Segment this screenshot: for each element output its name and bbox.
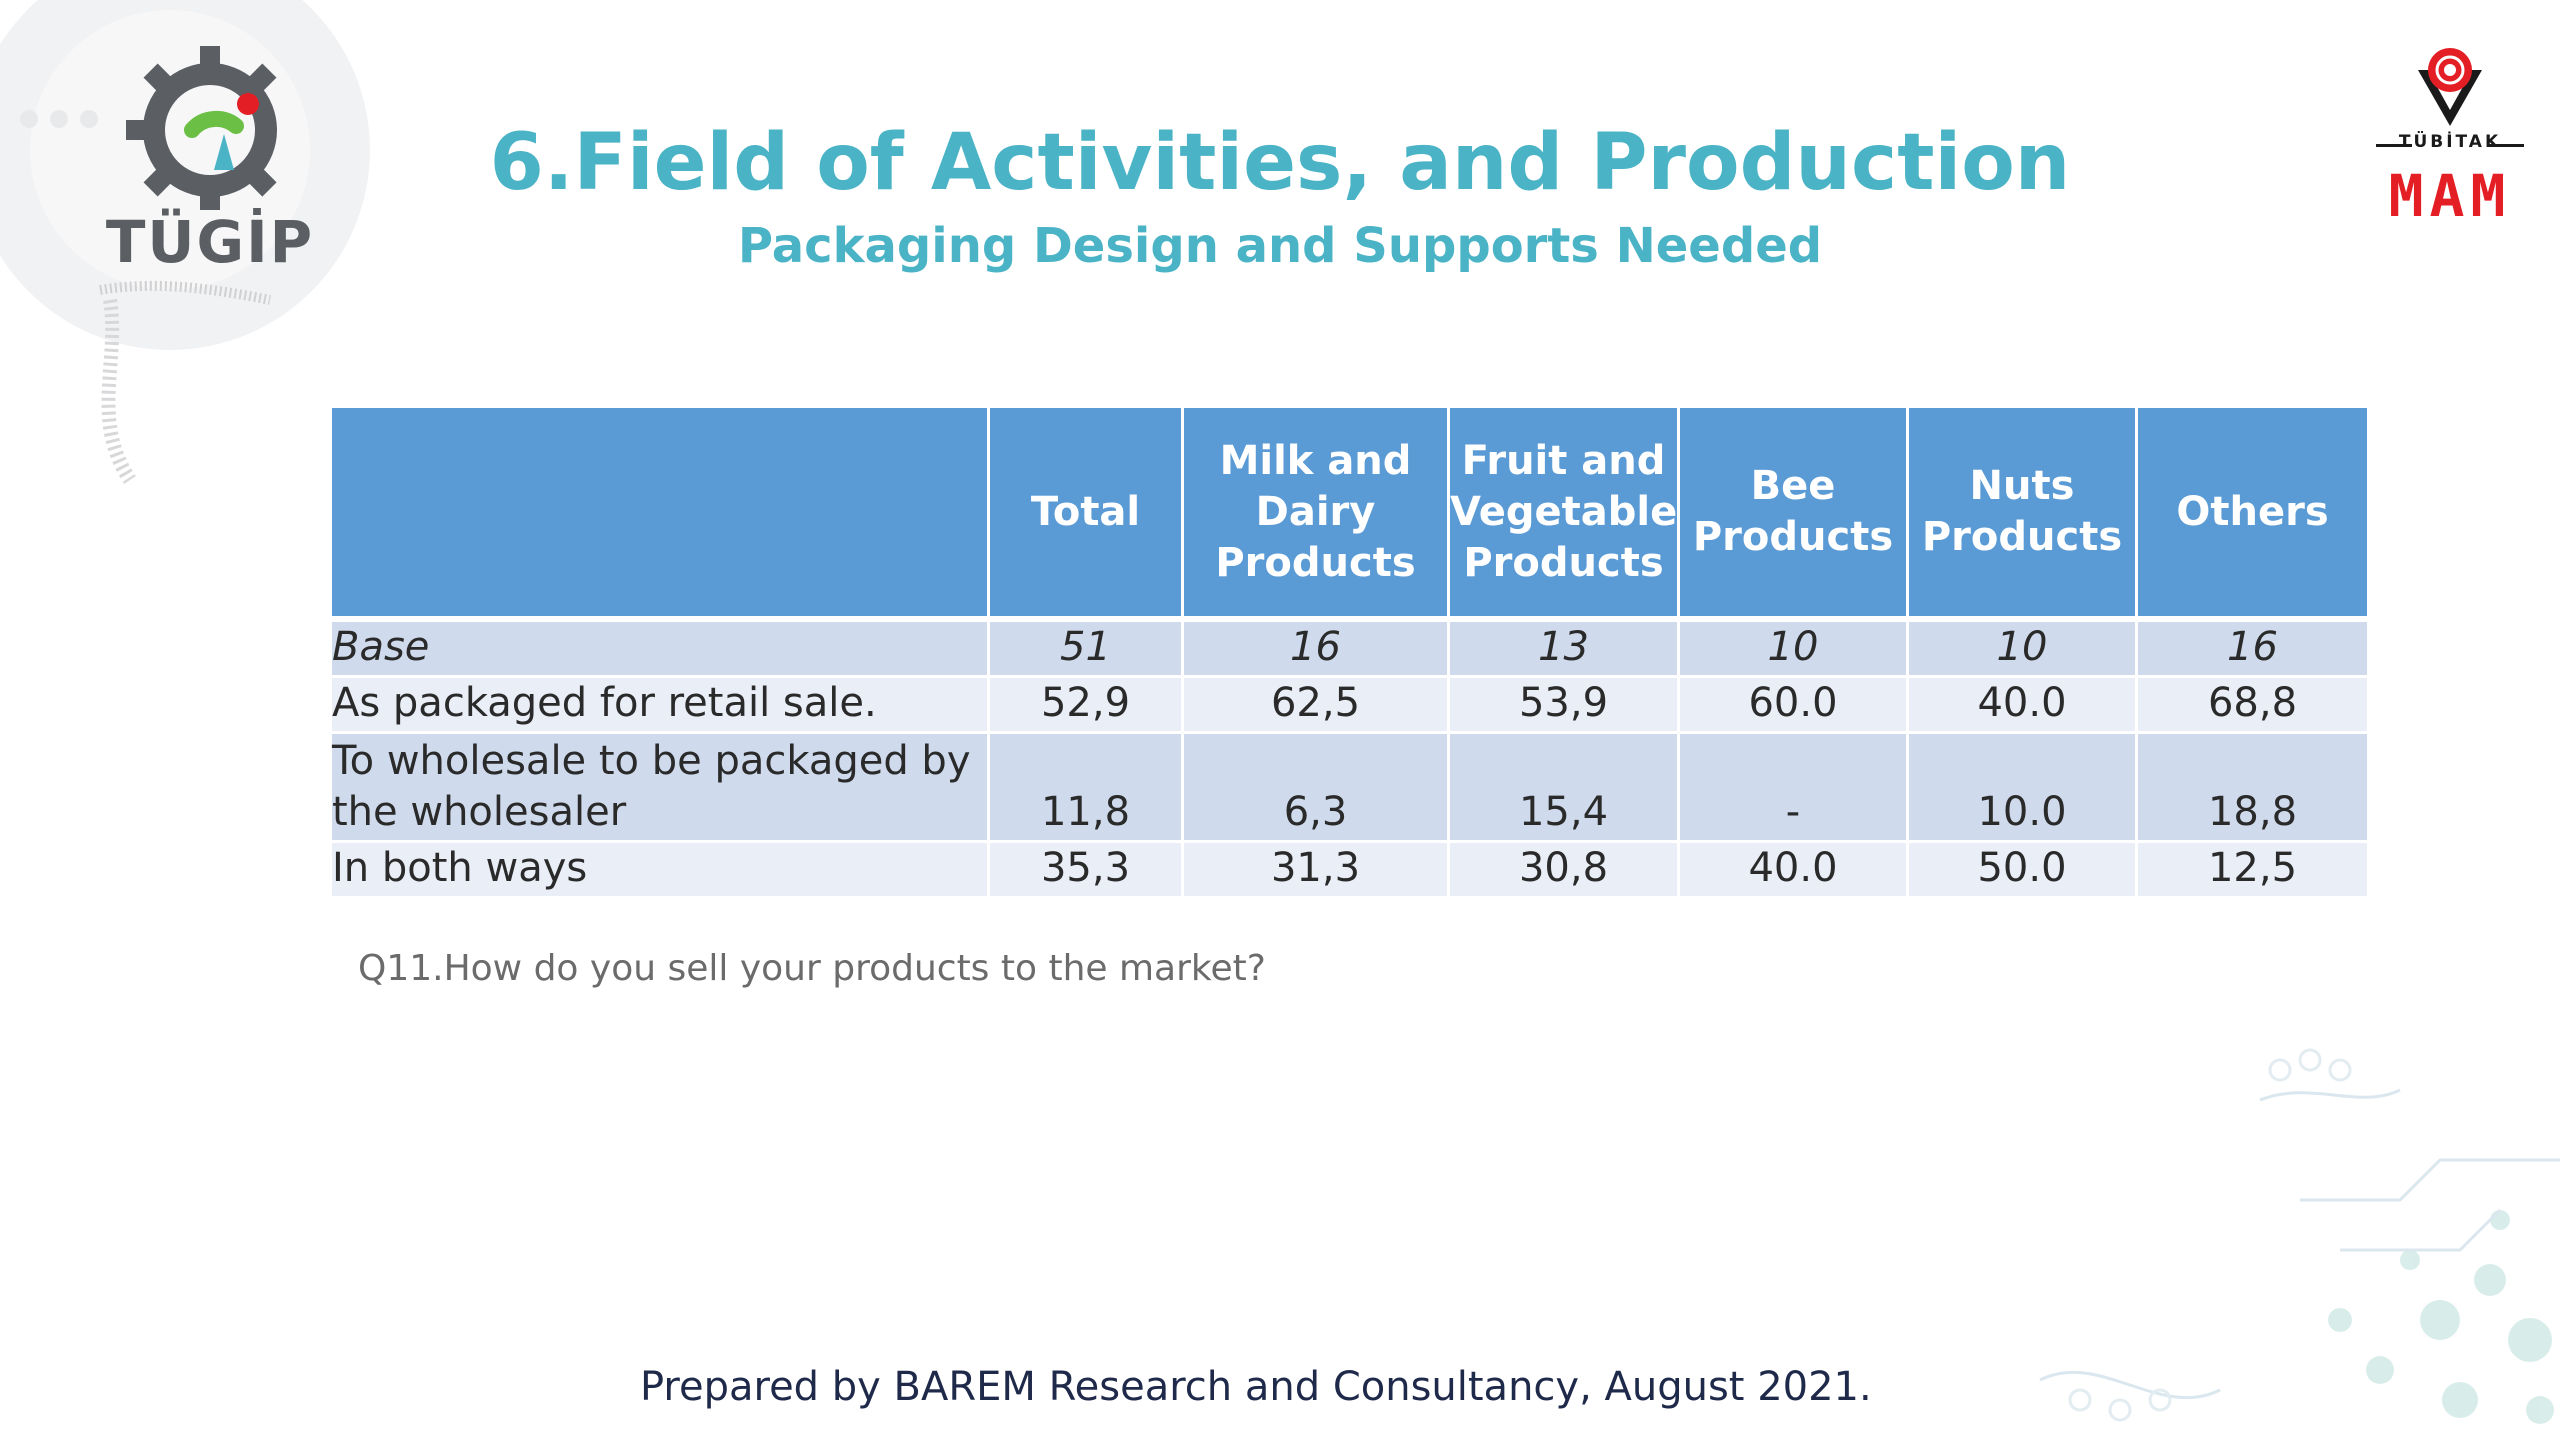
table-cell: 52,9	[990, 678, 1184, 734]
gear-icon	[126, 46, 277, 214]
table-cell: 40.0	[1909, 678, 2138, 734]
table-cell: 40.0	[1680, 843, 1909, 899]
header-nuts-products: Nuts Products	[1909, 408, 2138, 622]
row-label: To wholesale to be packaged by the whole…	[332, 734, 990, 843]
footer-credit: Prepared by BAREM Research and Consultan…	[640, 1364, 1872, 1410]
table-cell: 16	[1184, 622, 1450, 678]
table-cell: 31,3	[1184, 843, 1450, 899]
page-subtitle: Packaging Design and Supports Needed	[737, 218, 1823, 274]
table-cell: -	[1680, 734, 1909, 843]
tugip-logo: TÜGİP	[90, 40, 330, 280]
tubitak-logo-text: TÜBİTAK	[2398, 132, 2502, 152]
header-milk-dairy: Milk and Dairy Products	[1184, 408, 1450, 622]
table-cell: 50.0	[1909, 843, 2138, 899]
tugip-logo-text: TÜGİP	[105, 208, 315, 276]
tubitak-mam-logo: TÜBİTAK MAM	[2370, 40, 2530, 240]
table-cell: 51	[990, 622, 1184, 678]
table-row-retail: As packaged for retail sale. 52,9 62,5 5…	[332, 678, 2367, 734]
table-cell: 18,8	[2138, 734, 2367, 843]
table-cell: 30,8	[1450, 843, 1680, 899]
table-cell: 10.0	[1909, 734, 2138, 843]
table-cell: 68,8	[2138, 678, 2367, 734]
table-cell: 15,4	[1450, 734, 1680, 843]
table-cell: 13	[1450, 622, 1680, 678]
row-label: In both ways	[332, 843, 990, 899]
table-cell: 6,3	[1184, 734, 1450, 843]
row-label: Base	[332, 622, 990, 678]
table-cell: 53,9	[1450, 678, 1680, 734]
molecule-background-decoration	[2039, 1048, 2560, 1424]
tubitak-emblem-icon	[2418, 48, 2482, 126]
mam-logo-text: MAM	[2388, 162, 2512, 230]
header-others: Others	[2138, 408, 2367, 622]
table-header-row: Total Milk and Dairy Products Fruit and …	[332, 408, 2367, 622]
table-cell: 62,5	[1184, 678, 1450, 734]
table-cell: 11,8	[990, 734, 1184, 843]
data-table: Total Milk and Dairy Products Fruit and …	[332, 408, 2367, 899]
table-row-both-ways: In both ways 35,3 31,3 30,8 40.0 50.0 12…	[332, 843, 2367, 899]
table-cell: 12,5	[2138, 843, 2367, 899]
table-cell: 60.0	[1680, 678, 1909, 734]
question-note: Q11.How do you sell your products to the…	[358, 948, 1266, 989]
table-cell: 16	[2138, 622, 2367, 678]
header-bee-products: Bee Products	[1680, 408, 1909, 622]
header-label-column	[332, 408, 990, 622]
row-label: As packaged for retail sale.	[332, 678, 990, 734]
page-title: 6.Field of Activities, and Production	[489, 118, 2071, 208]
header-total: Total	[990, 408, 1184, 622]
header-fruit-vegetable: Fruit and Vegetable Products	[1450, 408, 1680, 622]
table-row-base: Base 51 16 13 10 10 16	[332, 622, 2367, 678]
table-cell: 10	[1680, 622, 1909, 678]
table-cell: 35,3	[990, 843, 1184, 899]
table-cell: 10	[1909, 622, 2138, 678]
table-row-wholesale: To wholesale to be packaged by the whole…	[332, 734, 2367, 843]
